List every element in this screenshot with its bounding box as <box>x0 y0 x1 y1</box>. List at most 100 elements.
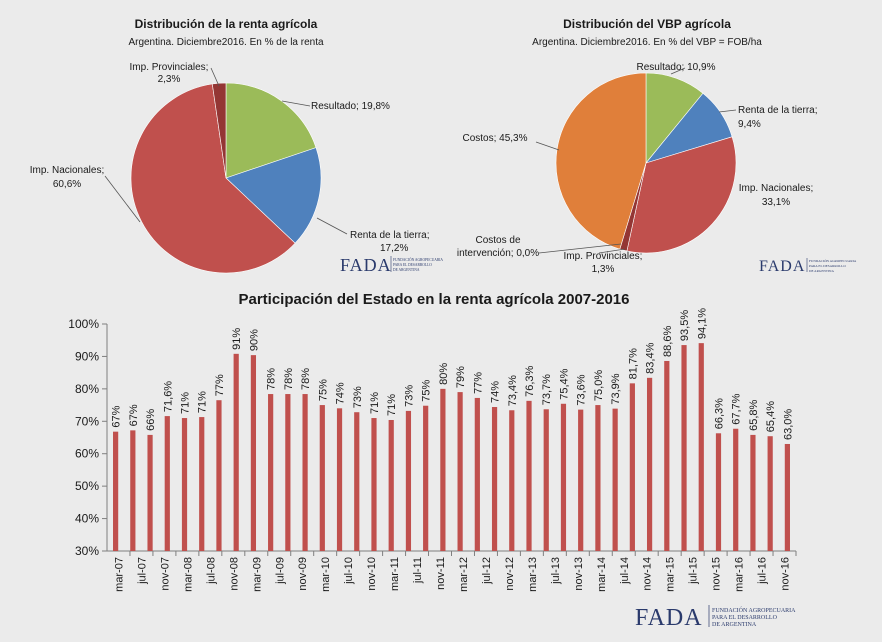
bar <box>698 343 704 551</box>
data-label: 80% <box>438 363 450 385</box>
fada-logo-word: FADA <box>759 258 805 275</box>
bar <box>113 431 119 551</box>
y-tick-label: 90% <box>75 349 99 363</box>
x-tick-label: mar-08 <box>182 557 194 592</box>
leader-line <box>535 141 560 151</box>
data-label: 75% <box>317 379 329 401</box>
x-tick-label: jul-13 <box>550 557 562 585</box>
bar-chart: Participación del Estado en la renta agr… <box>0 285 882 642</box>
x-tick-label: nov-09 <box>297 557 309 591</box>
slice-label-renta-tierra: Renta de la tierra; 9,4% <box>738 105 818 130</box>
data-label: 77% <box>472 372 484 394</box>
slice-label-costos-intervencion: Costos de intervención; 0,0% <box>457 235 539 259</box>
x-tick-label: mar-16 <box>734 557 746 592</box>
y-tick-label: 50% <box>75 479 99 493</box>
x-tick-label: jul-08 <box>205 557 217 585</box>
bar <box>543 409 549 551</box>
svg-text:DE ARGENTINA: DE ARGENTINA <box>809 269 835 273</box>
pie-vbp-subtitle: Argentina. Diciembre2016. En % del VBP =… <box>532 37 762 48</box>
data-label: 71% <box>197 391 209 413</box>
y-tick-label: 70% <box>75 414 99 428</box>
bar <box>457 392 463 551</box>
svg-text:DE ARGENTINA: DE ARGENTINA <box>712 622 757 628</box>
bar <box>336 408 343 551</box>
bar <box>388 419 394 551</box>
bar <box>646 377 653 551</box>
leader-line <box>670 67 686 75</box>
leader-line <box>598 248 626 254</box>
bar <box>268 394 274 551</box>
x-tick-label: mar-11 <box>389 557 401 591</box>
bar-chart-svg: Participación del Estado en la renta agr… <box>68 291 797 631</box>
data-label: 81,7% <box>627 348 639 379</box>
data-label: 67% <box>111 405 123 427</box>
x-tick-label: jul-07 <box>136 557 148 585</box>
data-label: 67% <box>128 404 140 426</box>
fada-logo: FADA FUNDACIÓN AGROPECUARIA PARA EL DESA… <box>635 605 796 631</box>
bar <box>784 443 790 551</box>
svg-text:PARA EL DESARROLLO: PARA EL DESARROLLO <box>712 615 778 621</box>
pie-renta-title: Distribución de la renta agrícola <box>135 17 318 31</box>
bar <box>578 409 584 551</box>
data-label: 83,4% <box>645 342 657 373</box>
bar <box>181 418 188 551</box>
y-tick-label: 40% <box>75 512 99 526</box>
data-label: 76,3% <box>524 365 536 396</box>
bar <box>681 345 687 551</box>
x-tick-label: nov-13 <box>573 557 585 591</box>
data-label: 75,0% <box>593 370 605 401</box>
fada-logo-word: FADA <box>635 605 703 631</box>
data-label: 74% <box>490 381 502 403</box>
svg-text:FUNDACIÓN AGROPECUARIA: FUNDACIÓN AGROPECUARIA <box>809 258 857 263</box>
slice-label-costos: Costos; 45,3% <box>462 133 527 144</box>
leader-line <box>281 100 311 107</box>
data-label: 73,4% <box>507 375 519 406</box>
bar <box>629 383 635 551</box>
svg-text:PARA EL DESARROLLO: PARA EL DESARROLLO <box>809 264 846 268</box>
data-label: 66,3% <box>713 398 725 429</box>
data-label: 88,6% <box>662 326 674 357</box>
bar <box>423 405 429 551</box>
x-tick-label: jul-16 <box>757 557 769 585</box>
data-label: 90% <box>248 329 260 351</box>
bar <box>440 388 446 551</box>
bar <box>509 410 515 551</box>
y-tick-label: 80% <box>75 382 99 396</box>
data-label: 71,6% <box>162 381 174 412</box>
bar <box>405 410 412 551</box>
data-label: 78% <box>266 368 278 390</box>
fada-logo: FADA FUNDACIÓN AGROPECUARIA PARA EL DESA… <box>340 255 443 275</box>
data-label: 73% <box>352 386 364 408</box>
data-label: 75,4% <box>558 368 570 399</box>
bar <box>664 360 670 551</box>
data-label: 79% <box>455 366 467 388</box>
leader-line <box>210 67 220 87</box>
pie-slice-imp-provinciales <box>211 82 227 179</box>
bar <box>130 430 136 551</box>
x-tick-label: mar-07 <box>113 557 125 592</box>
x-tick-label: nov-12 <box>504 557 516 591</box>
x-tick-label: nov-11 <box>435 557 447 590</box>
bar <box>595 405 601 551</box>
bar <box>767 436 773 551</box>
svg-text:PARA EL DESARROLLO: PARA EL DESARROLLO <box>393 263 432 267</box>
slice-label-imp-provinciales: Imp. Provinciales; 2,3% <box>130 62 209 85</box>
bar <box>354 412 360 551</box>
slice-label-imp-nacionales: Imp. Nacionales; 60,6% <box>30 165 104 190</box>
pie-slice-costos <box>555 72 647 250</box>
y-tick-label: 30% <box>75 544 99 558</box>
data-label: 66% <box>145 409 157 431</box>
slice-label-imp-provinciales: Imp. Provinciales; 1,3% <box>564 251 643 275</box>
data-label: 73,7% <box>541 374 553 405</box>
data-label: 67,7% <box>731 393 743 424</box>
svg-text:FUNDACIÓN AGROPECUARIA: FUNDACIÓN AGROPECUARIA <box>712 606 796 614</box>
data-label: 71% <box>369 392 381 414</box>
pie-chart-vbp: Distribución del VBP agrícola Argentina.… <box>441 0 882 285</box>
bar <box>750 434 756 551</box>
data-label: 73,6% <box>576 374 588 405</box>
pie-renta-svg: Distribución de la renta agrícola Argent… <box>30 17 444 275</box>
slice-label-renta-tierra: Renta de la tierra; 17,2% <box>350 230 430 254</box>
data-label: 77% <box>214 374 226 396</box>
data-label: 63,0% <box>782 409 794 440</box>
x-tick-label: nov-07 <box>159 557 171 591</box>
